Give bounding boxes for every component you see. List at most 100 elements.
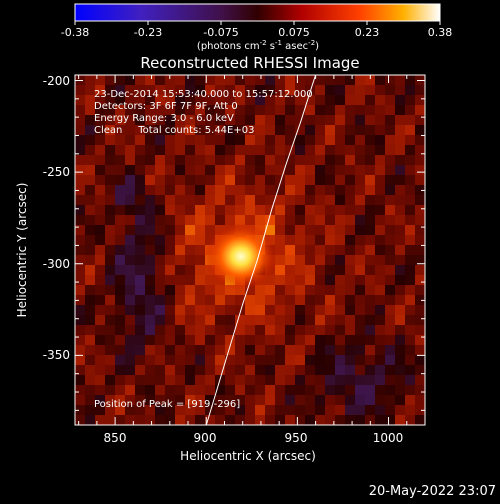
image-pixel [265,145,275,155]
image-pixel [295,305,305,315]
image-pixel [225,365,235,375]
image-pixel [405,325,415,335]
image-pixel [405,105,415,115]
image-pixel [275,385,285,395]
image-pixel [195,145,205,155]
image-pixel [385,125,395,135]
image-pixel [215,105,225,115]
image-pixel [125,365,135,375]
image-pixel [335,155,345,165]
image-pixel [115,125,125,135]
image-pixel [75,205,85,215]
image-pixel [265,415,275,425]
image-pixel [245,135,255,145]
image-pixel [85,235,95,245]
image-pixel [415,145,425,155]
image-pixel [385,95,395,105]
image-pixel [115,325,125,335]
image-pixel [415,285,425,295]
image-pixel [365,185,375,195]
image-pixel [335,135,345,145]
image-pixel [245,395,255,405]
image-pixel [165,365,175,375]
image-pixel [335,375,345,385]
image-pixel [145,95,155,105]
image-pixel [235,325,245,335]
image-pixel [275,165,285,175]
image-pixel [385,305,395,315]
image-pixel [335,345,345,355]
image-pixel [395,125,405,135]
image-pixel [325,175,335,185]
image-pixel [125,165,135,175]
image-pixel [235,85,245,95]
image-pixel [105,95,115,105]
image-pixel [305,185,315,195]
image-pixel [205,315,215,325]
image-pixel [355,105,365,115]
image-pixel [345,175,355,185]
image-pixel [275,155,285,165]
image-pixel [195,305,205,315]
image-pixel [385,215,395,225]
image-pixel [145,125,155,135]
y-tick-300: -300 [43,257,70,271]
image-pixel [95,75,105,85]
image-pixel [325,135,335,145]
image-pixel [225,125,235,135]
image-pixel [75,115,85,125]
image-pixel [205,205,215,215]
image-pixel [185,225,195,235]
image-pixel [405,245,415,255]
image-pixel [355,275,365,285]
image-pixel [335,305,345,315]
image-pixel [385,405,395,415]
image-pixel [415,295,425,305]
image-pixel [135,95,145,105]
image-pixel [85,265,95,275]
image-pixel [265,365,275,375]
image-pixel [265,315,275,325]
image-pixel [375,265,385,275]
image-pixel [305,295,315,305]
image-pixel [185,345,195,355]
image-pixel [85,395,95,405]
image-pixel [85,125,95,135]
image-pixel [355,135,365,145]
image-pixel [265,285,275,295]
image-pixel [245,375,255,385]
image-pixel [145,245,155,255]
image-pixel [225,105,235,115]
image-pixel [405,155,415,165]
image-pixel [145,405,155,415]
image-pixel [165,305,175,315]
image-pixel [275,395,285,405]
image-pixel [415,125,425,135]
image-pixel [185,355,195,365]
image-pixel [395,345,405,355]
image-pixel [245,175,255,185]
image-pixel [185,145,195,155]
image-pixel [265,85,275,95]
image-pixel [245,155,255,165]
image-pixel [385,335,395,345]
image-pixel [155,415,165,425]
image-pixel [365,285,375,295]
image-pixel [335,385,345,395]
image-pixel [165,395,175,405]
image-pixel [295,175,305,185]
image-pixel [415,105,425,115]
image-pixel [175,205,185,215]
image-pixel [105,405,115,415]
image-pixel [125,275,135,285]
image-pixel [415,155,425,165]
image-pixel [345,345,355,355]
image-pixel [415,85,425,95]
image-pixel [305,125,315,135]
image-pixel [225,95,235,105]
image-pixel [365,195,375,205]
image-pixel [395,375,405,385]
image-pixel [365,165,375,175]
image-pixel [105,415,115,425]
image-pixel [165,145,175,155]
